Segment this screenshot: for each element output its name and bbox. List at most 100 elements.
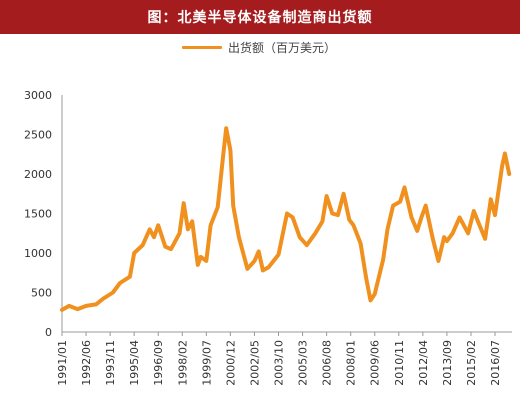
data-point	[445, 239, 449, 243]
x-tick-label: 2009/06	[369, 340, 382, 386]
data-point	[325, 194, 329, 198]
x-tick-label: 2006/08	[321, 340, 334, 386]
data-point	[359, 241, 363, 246]
data-point	[500, 164, 504, 168]
data-point	[415, 229, 419, 233]
data-point	[493, 213, 497, 217]
data-point	[483, 237, 487, 241]
data-point	[216, 205, 220, 209]
data-point	[169, 247, 173, 251]
data-point	[285, 211, 289, 216]
data-point	[431, 237, 435, 241]
data-point	[261, 268, 265, 272]
data-point	[298, 235, 302, 239]
x-tick-label: 1995/04	[128, 340, 141, 386]
data-point	[245, 267, 249, 271]
data-point	[472, 209, 476, 213]
data-point	[503, 151, 507, 156]
data-point	[204, 259, 208, 263]
legend-swatch	[182, 46, 222, 49]
x-tick-label: 1999/07	[200, 340, 213, 386]
data-point	[221, 152, 225, 156]
data-point	[398, 200, 402, 204]
x-tick-label: 2012/04	[417, 340, 430, 386]
chart-title: 图：北美半导体设备制造商出货额	[0, 0, 520, 34]
data-point	[276, 253, 281, 257]
x-tick-label: 1993/11	[104, 340, 117, 386]
data-point	[368, 298, 373, 302]
data-point	[336, 213, 340, 217]
data-point	[267, 265, 271, 269]
data-point	[458, 215, 462, 219]
x-tick-label: 2008/01	[345, 340, 358, 386]
data-point	[409, 215, 414, 219]
data-point	[60, 308, 64, 312]
x-tick-label: 1996/09	[152, 340, 165, 386]
x-tick-label: 2010/11	[393, 340, 406, 386]
data-point	[330, 211, 334, 216]
data-point	[391, 204, 395, 208]
data-point	[402, 185, 407, 189]
data-point	[76, 307, 80, 311]
y-tick-label: 0	[45, 326, 52, 339]
data-point	[351, 223, 356, 227]
data-point	[305, 243, 309, 247]
data-point	[156, 223, 160, 227]
data-point	[141, 243, 145, 247]
series-line	[60, 126, 512, 312]
series-points	[60, 126, 511, 312]
y-tick-label: 1000	[24, 247, 52, 260]
data-point	[419, 215, 423, 219]
data-point	[182, 201, 186, 205]
data-point	[186, 227, 190, 231]
data-point	[224, 126, 228, 130]
data-point	[148, 227, 152, 231]
data-point	[111, 290, 115, 295]
data-point	[364, 276, 368, 280]
data-point	[152, 235, 156, 239]
data-point	[477, 223, 482, 227]
x-tick-label: 1992/06	[80, 340, 93, 386]
data-point	[381, 257, 385, 261]
data-point	[442, 235, 446, 239]
y-tick-label: 2000	[24, 168, 52, 181]
chart-legend: 出货额（百万美元）	[182, 39, 336, 56]
data-point	[177, 231, 182, 235]
data-point	[320, 219, 324, 223]
data-point	[163, 245, 167, 249]
x-tick-label: 2005/03	[297, 340, 310, 386]
data-point	[313, 231, 317, 235]
data-point	[231, 204, 235, 208]
data-point	[209, 223, 213, 227]
data-point	[101, 297, 105, 301]
data-point	[190, 219, 194, 223]
data-point	[466, 231, 470, 235]
data-point	[507, 172, 511, 176]
data-point	[196, 263, 200, 267]
data-point	[67, 304, 71, 308]
data-point	[373, 292, 377, 296]
data-point	[385, 227, 390, 231]
x-tick-label: 2016/07	[489, 340, 502, 386]
data-point	[436, 259, 440, 263]
data-point	[257, 249, 261, 253]
data-point	[451, 231, 455, 235]
data-point	[118, 281, 122, 285]
y-axis-ticks: 0 500 1000 1500 2000 2500 3000	[24, 89, 52, 339]
y-tick-label: 3000	[24, 89, 52, 102]
x-axis-ticks: 1991/01 1992/06 1993/11 1995/04 1996/09 1998/…	[56, 332, 502, 386]
data-point	[128, 275, 132, 279]
y-tick-label: 500	[31, 287, 52, 300]
data-point	[237, 235, 241, 239]
y-tick-label: 1500	[24, 208, 52, 221]
x-tick-label: 1991/01	[56, 340, 69, 386]
legend-label: 出货额（百万美元）	[228, 41, 337, 55]
data-point	[489, 197, 493, 201]
data-point	[199, 255, 203, 259]
data-point	[342, 192, 346, 196]
data-point	[424, 204, 428, 208]
x-tick-label: 2015/02	[465, 340, 478, 386]
data-point	[228, 148, 232, 152]
x-tick-label: 2002/05	[248, 340, 261, 386]
x-tick-label: 2000/12	[224, 340, 237, 386]
